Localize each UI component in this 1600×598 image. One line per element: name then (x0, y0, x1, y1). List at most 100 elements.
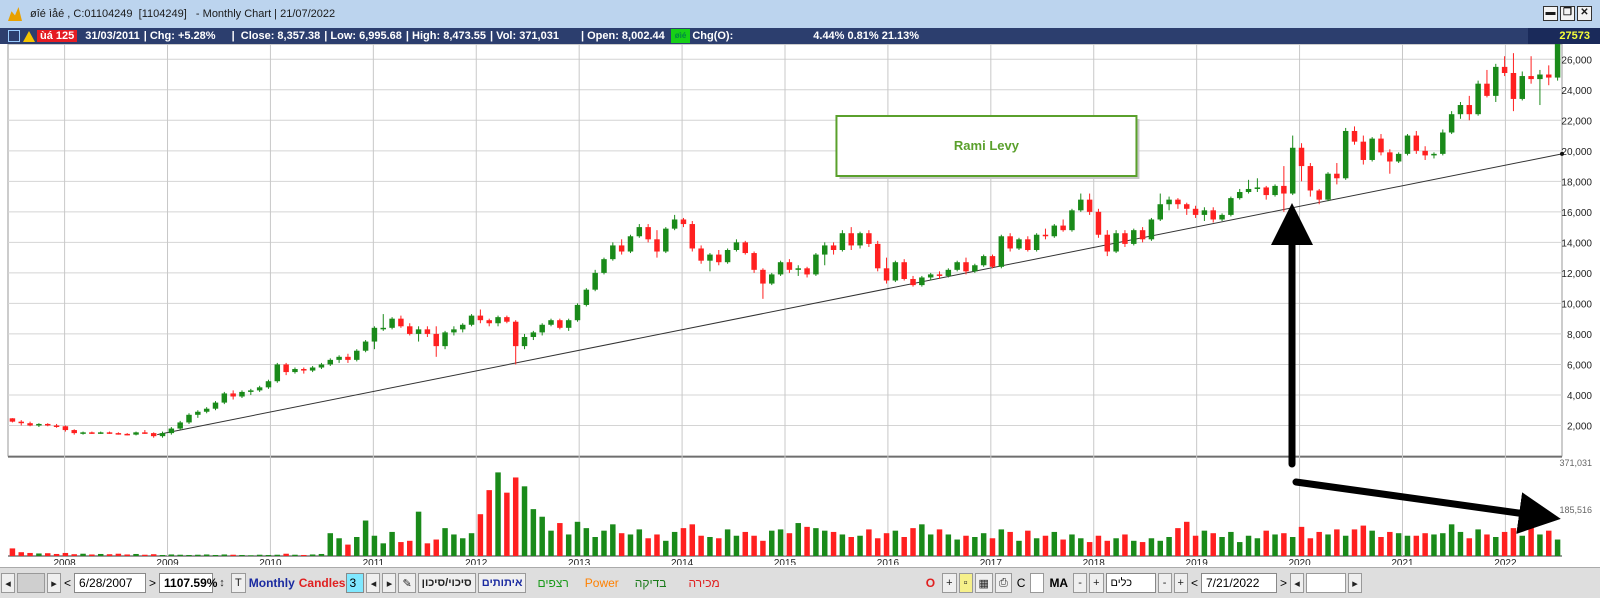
maximize-button[interactable]: ❐ (1560, 6, 1575, 21)
candle-body (804, 268, 810, 275)
date-from-field[interactable]: 6/28/2007 (74, 573, 147, 593)
bottom-toolbar: ◂ ▸ < 6/28/2007 > 1107.59% ↕ T Monthly C… (0, 567, 1600, 598)
sell-label[interactable]: מכירה (688, 576, 720, 590)
scroll-track[interactable] (1306, 573, 1347, 593)
y-tick-label: 4,000 (1567, 391, 1592, 402)
volume-bar (565, 534, 572, 556)
volume-bar (557, 523, 563, 556)
candle-body (1342, 130, 1349, 179)
scroll-right-button[interactable]: ▸ (47, 573, 61, 593)
volume-bar (1254, 538, 1261, 556)
x-tick-label: 2009 (156, 558, 179, 565)
chgo-values: 4.44% 0.81% 21.13% (813, 30, 920, 42)
ma-minus-button[interactable]: - (1073, 573, 1088, 593)
candles-next-button[interactable]: ▸ (382, 573, 397, 593)
ma-label[interactable]: MA (1049, 576, 1069, 590)
candle-body (998, 236, 1005, 267)
scroll-left-button-2[interactable]: ◂ (1290, 573, 1305, 593)
volume-bar (1033, 538, 1040, 556)
candle-body (18, 421, 24, 424)
scroll-right-button-2[interactable]: ▸ (1348, 573, 1363, 593)
sequences-label[interactable]: רצפים (537, 576, 569, 590)
candle-body (1219, 214, 1225, 220)
volume-bar (680, 528, 687, 556)
annotation-box[interactable]: Rami Levy (835, 115, 1140, 179)
volume-bar (618, 533, 625, 556)
tools-plus-button[interactable]: + (1173, 573, 1188, 593)
symbol-badge[interactable]: ùá 125 (37, 30, 78, 42)
text-tool-button[interactable]: T (231, 573, 246, 593)
candles-prev-button[interactable]: ◂ (366, 573, 381, 593)
candle-body (1431, 153, 1437, 156)
tools-select[interactable]: כלים (1105, 573, 1156, 593)
risk-reward-button[interactable]: סיכוי/סיכון (417, 573, 476, 593)
chart-type-candles[interactable]: Candles (298, 576, 346, 590)
print-icon[interactable]: ⎙ (994, 573, 1012, 593)
volume-bar (972, 536, 978, 556)
eraser-icon[interactable]: ✎ (398, 573, 416, 593)
candle-body (150, 433, 157, 437)
highlight-icon[interactable]: ▫ (958, 573, 973, 593)
candle-body (618, 245, 625, 252)
volume-bar (698, 535, 704, 556)
volume-bar (1281, 533, 1287, 556)
candle-body (945, 269, 952, 276)
volume-bar (1228, 531, 1234, 556)
x-tick-label: 2016 (877, 558, 900, 565)
candle-body (989, 256, 996, 267)
ma-plus-button[interactable]: + (1089, 573, 1104, 593)
candle-body (1007, 236, 1013, 249)
volume-bar (203, 554, 210, 556)
resize-vertical-icon[interactable]: ↕ (219, 577, 225, 589)
candle-body (53, 425, 60, 427)
check-label[interactable]: בדיקה (634, 576, 667, 590)
zoom-in-button[interactable]: + (942, 573, 957, 593)
scroll-left-button[interactable]: ◂ (1, 573, 15, 593)
candle-body (274, 364, 281, 382)
volume-bar (901, 536, 907, 556)
minimize-button[interactable]: ▬ (1543, 6, 1558, 21)
grid-icon[interactable]: ▦ (974, 573, 993, 593)
candle-body (1175, 199, 1181, 205)
volume-bar (442, 528, 448, 556)
candle-body (1351, 130, 1358, 142)
y-tick-label: 16,000 (1561, 208, 1592, 219)
last-price: 27573 (1528, 28, 1600, 44)
volume-bar (689, 524, 696, 556)
chart-area[interactable]: 2,000 4,000 6,000 8,000 10,000 12,000 14,000 16… (0, 44, 1600, 565)
price-chart[interactable]: 2,000 4,000 6,000 8,000 10,000 12,000 14,000 16… (0, 44, 1600, 565)
volume-bar (318, 553, 325, 556)
volume-bar (1104, 540, 1111, 556)
volume-bar (133, 553, 139, 556)
candle-body (769, 274, 775, 284)
zoom-field[interactable]: 1107.59% (159, 573, 217, 593)
volume-bar (1537, 534, 1543, 556)
volume-bar (830, 531, 837, 556)
power-label[interactable]: Power (584, 576, 619, 590)
volume-bar (124, 554, 130, 556)
volume-bar (9, 548, 16, 556)
volume-bar (627, 534, 634, 556)
volume-bar (345, 544, 351, 556)
volume-bar (1201, 530, 1208, 556)
candle-body (1184, 204, 1190, 209)
candle-body (1078, 199, 1084, 211)
candle-body (574, 304, 581, 321)
signals-button[interactable]: איתותים (477, 573, 527, 593)
chart-settings-icon[interactable] (8, 30, 20, 42)
gt-sign: > (149, 576, 157, 590)
o-label[interactable]: O (925, 576, 936, 590)
date-to-field[interactable]: 7/21/2022 (1201, 573, 1277, 593)
candles-number-field[interactable]: 3 (346, 573, 365, 593)
scroll-thumb[interactable] (17, 573, 45, 593)
period-monthly[interactable]: Monthly (248, 576, 295, 590)
candle-body (592, 272, 598, 290)
volume-bar (910, 528, 916, 556)
tools-minus-button[interactable]: - (1157, 573, 1172, 593)
c-label[interactable]: C (1016, 576, 1026, 590)
close-button[interactable]: ✕ (1577, 6, 1592, 21)
candle-body (936, 274, 943, 276)
ma-checkbox[interactable] (1030, 573, 1045, 593)
y-tick-label: 12,000 (1561, 269, 1592, 280)
y-tick-label: 8,000 (1567, 330, 1592, 341)
